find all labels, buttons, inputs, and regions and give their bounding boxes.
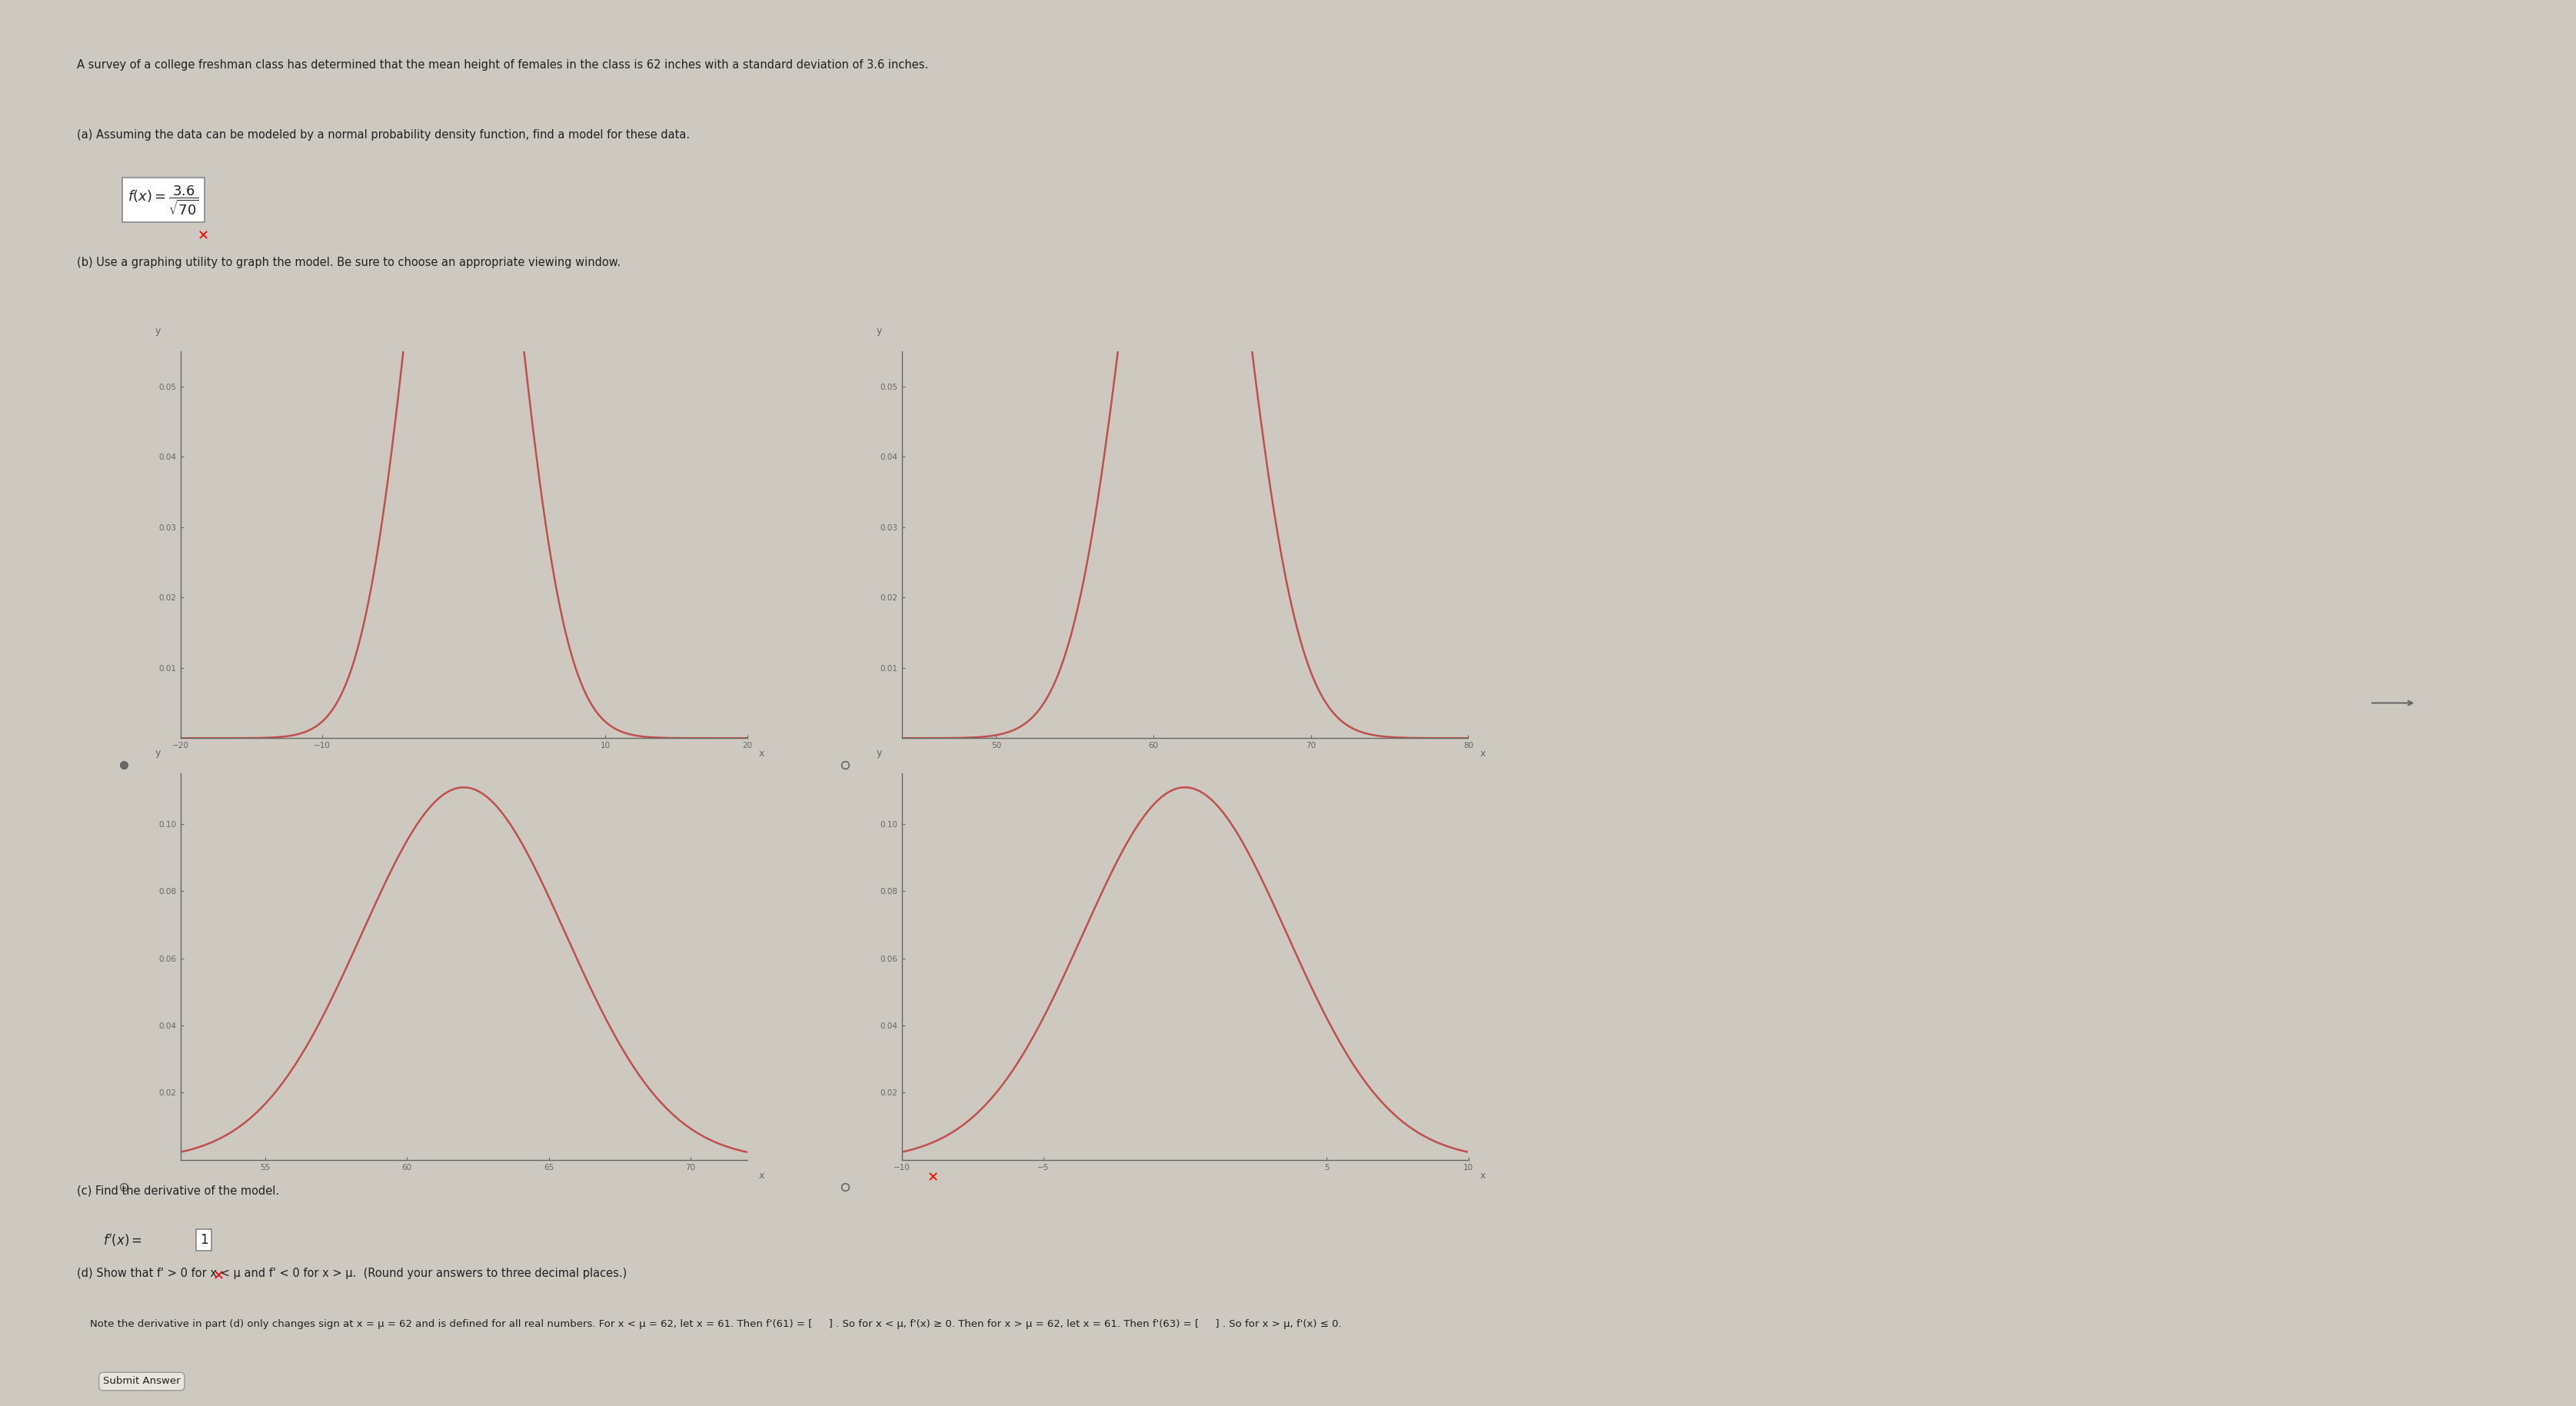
Text: Submit Answer: Submit Answer [103,1376,180,1386]
Text: ✕: ✕ [927,1171,940,1185]
Text: x: x [757,748,765,759]
Text: $f(x) = \dfrac{3.6}{\sqrt{70}}$: $f(x) = \dfrac{3.6}{\sqrt{70}}$ [126,184,198,217]
Text: (a) Assuming the data can be modeled by a normal probability density function, f: (a) Assuming the data can be modeled by … [77,129,690,141]
Text: (d) Show that f' > 0 for x < μ and f' < 0 for x > μ.  (Round your answers to thr: (d) Show that f' > 0 for x < μ and f' < … [77,1268,629,1279]
Text: x: x [1479,1170,1486,1181]
Text: ✕: ✕ [214,1270,224,1284]
Text: y: y [876,748,881,758]
Text: x: x [757,1170,765,1181]
Text: y: y [155,326,160,336]
Text: y: y [155,748,160,758]
Text: (b) Use a graphing utility to graph the model. Be sure to choose an appropriate : (b) Use a graphing utility to graph the … [77,256,621,269]
Text: Note the derivative in part (d) only changes sign at x = μ = 62 and is defined f: Note the derivative in part (d) only cha… [77,1319,1342,1330]
Text: y: y [876,326,881,336]
Text: ✕: ✕ [196,229,209,243]
Text: $f'(x) = $: $f'(x) = $ [103,1232,142,1249]
Text: (c) Find the derivative of the model.: (c) Find the derivative of the model. [77,1185,281,1197]
Text: A survey of a college freshman class has determined that the mean height of fema: A survey of a college freshman class has… [77,59,930,70]
Text: 1: 1 [201,1233,209,1247]
Text: x: x [1479,748,1486,759]
